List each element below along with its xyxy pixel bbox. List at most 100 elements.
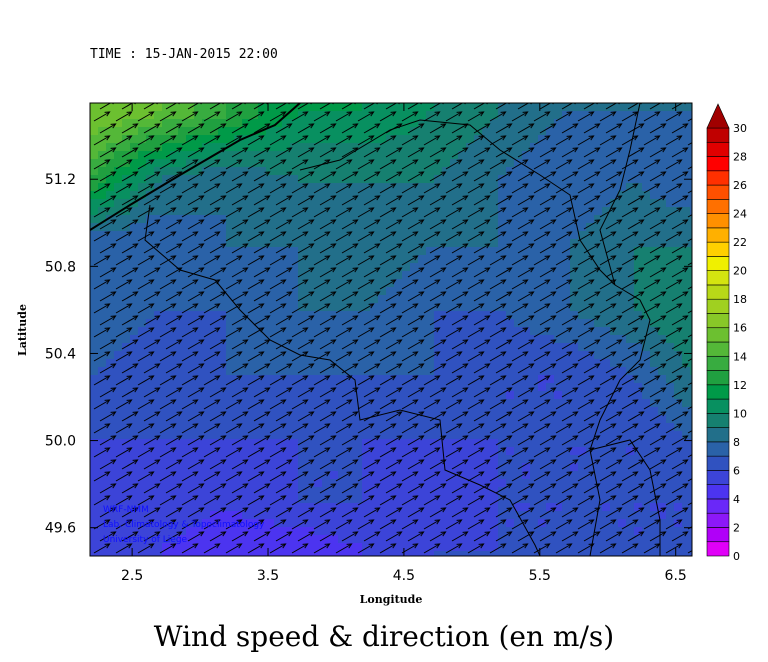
speed-cell	[554, 167, 563, 176]
speed-cell	[594, 135, 603, 144]
speed-cell	[514, 167, 523, 176]
speed-cell	[98, 359, 107, 368]
speed-cell	[202, 143, 211, 152]
speed-cell	[338, 311, 347, 320]
speed-cell	[306, 279, 315, 288]
speed-cell	[554, 335, 563, 344]
speed-cell	[242, 487, 251, 496]
speed-cell	[682, 487, 691, 496]
speed-cell	[642, 231, 651, 240]
speed-cell	[90, 487, 99, 496]
speed-cell	[626, 279, 635, 288]
speed-cell	[362, 143, 371, 152]
speed-cell	[490, 199, 499, 208]
speed-cell	[218, 295, 227, 304]
arrow-head	[506, 147, 513, 153]
speed-cell	[530, 399, 539, 408]
speed-cell	[642, 295, 651, 304]
speed-cell	[690, 135, 692, 144]
arrow-head	[330, 171, 337, 177]
speed-cell	[690, 119, 692, 128]
speed-cell	[538, 479, 547, 488]
speed-cell	[138, 455, 147, 464]
speed-cell	[154, 319, 163, 328]
wind-arrow	[489, 159, 507, 170]
arrow-head	[478, 159, 485, 165]
speed-cell	[474, 463, 483, 472]
arrow-head	[110, 123, 117, 129]
speed-cell	[442, 263, 451, 272]
wind-arrow	[269, 111, 287, 122]
speed-cell	[138, 263, 147, 272]
speed-cell	[106, 311, 115, 320]
speed-cell	[514, 343, 523, 352]
speed-cell	[234, 439, 243, 448]
speed-cell	[466, 223, 475, 232]
speed-cell	[346, 503, 355, 512]
speed-cell	[202, 247, 211, 256]
speed-cell	[538, 263, 547, 272]
speed-cell	[90, 535, 99, 544]
speed-cell	[138, 551, 147, 556]
speed-cell	[546, 127, 555, 136]
speed-cell	[242, 159, 251, 168]
speed-cell	[530, 303, 539, 312]
speed-cell	[474, 535, 483, 544]
speed-cell	[306, 407, 315, 416]
wind-arrow	[291, 111, 309, 122]
arrow-head	[572, 171, 579, 177]
speed-cell	[690, 399, 692, 408]
wind-arrow	[247, 183, 265, 194]
speed-cell	[554, 271, 563, 280]
speed-cell	[610, 471, 619, 480]
speed-cell	[418, 343, 427, 352]
speed-cell	[234, 199, 243, 208]
speed-cell	[618, 127, 627, 136]
speed-cell	[586, 391, 595, 400]
speed-cell	[482, 431, 491, 440]
speed-cell	[370, 263, 379, 272]
speed-cell	[154, 207, 163, 216]
speed-cell	[90, 519, 99, 528]
speed-cell	[266, 511, 275, 520]
speed-cell	[162, 303, 171, 312]
speed-cell	[194, 511, 203, 520]
speed-cell	[426, 335, 435, 344]
speed-cell	[466, 407, 475, 416]
speed-cell	[170, 127, 179, 136]
speed-cell	[146, 159, 155, 168]
speed-cell	[370, 455, 379, 464]
speed-cell	[498, 503, 507, 512]
speed-cell	[530, 423, 539, 432]
speed-cell	[602, 487, 611, 496]
wind-arrow	[159, 111, 177, 122]
speed-cell	[338, 303, 347, 312]
speed-cell	[378, 503, 387, 512]
arrow-head	[302, 159, 309, 165]
speed-cell	[682, 359, 691, 368]
speed-cell	[362, 407, 371, 416]
speed-cell	[546, 495, 555, 504]
arrow-head	[126, 111, 133, 117]
speed-cell	[570, 255, 579, 264]
speed-cell	[666, 319, 675, 328]
speed-cell	[354, 127, 363, 136]
wind-arrow	[533, 111, 551, 122]
speed-cell	[130, 375, 139, 384]
speed-cell	[346, 535, 355, 544]
speed-cell	[482, 135, 491, 144]
speed-cell	[514, 255, 523, 264]
speed-cell	[370, 343, 379, 352]
speed-cell	[626, 359, 635, 368]
speed-cell	[154, 527, 163, 536]
speed-cell	[394, 119, 403, 128]
speed-cell	[594, 343, 603, 352]
speed-cell	[170, 527, 179, 536]
speed-cell	[442, 103, 451, 112]
speed-cell	[658, 335, 667, 344]
speed-cell	[474, 271, 483, 280]
speed-cell	[250, 119, 259, 128]
speed-cell	[234, 431, 243, 440]
speed-cell	[354, 423, 363, 432]
speed-cell	[658, 111, 667, 120]
